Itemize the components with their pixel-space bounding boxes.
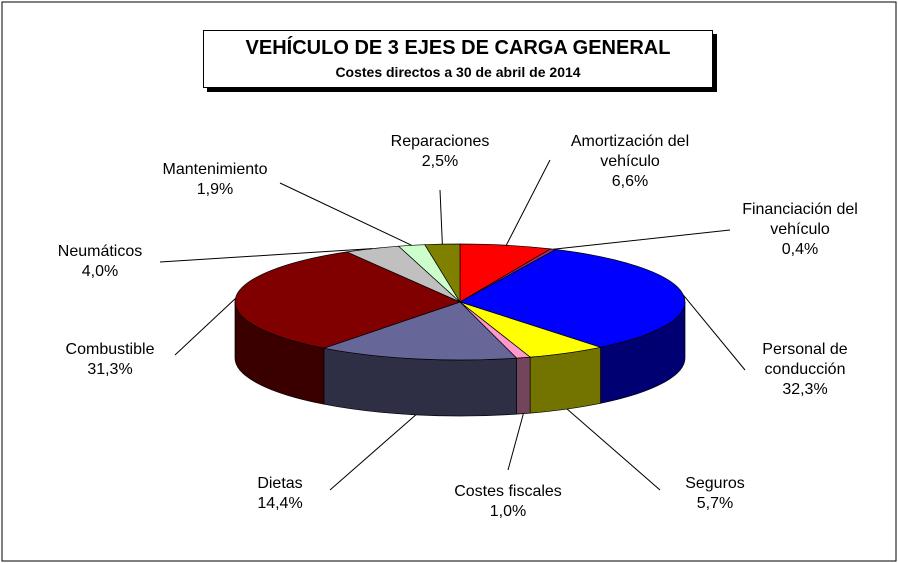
slice-side: [516, 356, 531, 415]
data-label: Combustible 31,3%: [66, 340, 155, 380]
data-label: Seguros 5,7%: [685, 474, 745, 514]
slice: [459, 249, 686, 348]
category-label: Neumáticos: [57, 243, 143, 260]
value-label: 4,0%: [81, 263, 119, 280]
leader-line: [159, 248, 373, 263]
value-label: 0,4%: [781, 241, 819, 258]
chart-title: VEHÍCULO DE 3 EJES DE CARGA GENERAL: [245, 37, 671, 59]
data-label: Reparaciones 2,5%: [391, 132, 490, 172]
category-label: Reparaciones: [390, 133, 490, 150]
category-label: Personal de conducción: [762, 341, 848, 378]
leader-line: [329, 414, 417, 491]
slice: [322, 301, 518, 361]
data-label: Amortización del vehículo 6,6%: [555, 132, 705, 192]
data-label: Dietas 14,4%: [257, 474, 302, 514]
data-label: Financiación del vehículo 0,4%: [720, 200, 880, 260]
value-label: 14,4%: [257, 495, 303, 512]
category-label: Amortización del vehículo: [570, 133, 690, 170]
leader-line: [553, 229, 731, 250]
value-label: 31,3%: [87, 361, 133, 378]
data-label: Neumáticos 4,0%: [58, 242, 142, 282]
leader-line: [174, 298, 236, 356]
category-label: Financiación del vehículo: [742, 201, 858, 238]
data-label: Mantenimiento 1,9%: [163, 160, 268, 200]
value-label: 6,6%: [611, 173, 649, 190]
category-label: Mantenimiento: [162, 161, 268, 178]
value-label: 1,0%: [489, 503, 527, 520]
leader-line: [566, 408, 661, 491]
leader-line: [505, 159, 551, 246]
value-label: 2,5%: [421, 153, 459, 170]
leader-line: [279, 182, 412, 246]
category-label: Dietas: [257, 475, 303, 492]
title-box: VEHÍCULO DE 3 EJES DE CARGA GENERAL Cost…: [203, 30, 713, 88]
category-label: Costes fiscales: [454, 483, 562, 500]
slice-side: [529, 346, 601, 414]
category-label: Seguros: [685, 475, 745, 492]
data-label: Costes fiscales 1,0%: [454, 482, 562, 522]
leader-line: [683, 294, 746, 371]
value-label: 1,9%: [196, 181, 234, 198]
leader-line: [507, 413, 524, 471]
slice: [424, 243, 461, 304]
data-label: Personal de conducción 32,3%: [745, 340, 865, 400]
category-label: Combustible: [65, 341, 155, 358]
leader-line: [439, 189, 443, 245]
value-label: 32,3%: [782, 381, 828, 398]
chart-subtitle: Costes directos a 30 de abril de 2014: [335, 64, 581, 80]
value-label: 5,7%: [696, 495, 734, 512]
